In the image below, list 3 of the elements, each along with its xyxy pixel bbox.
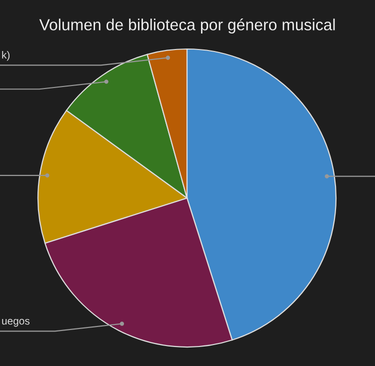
slice-label: k) [2,51,10,61]
chart-title: Volumen de biblioteca por género musical [39,18,335,34]
slice-label: uegos [2,318,30,327]
